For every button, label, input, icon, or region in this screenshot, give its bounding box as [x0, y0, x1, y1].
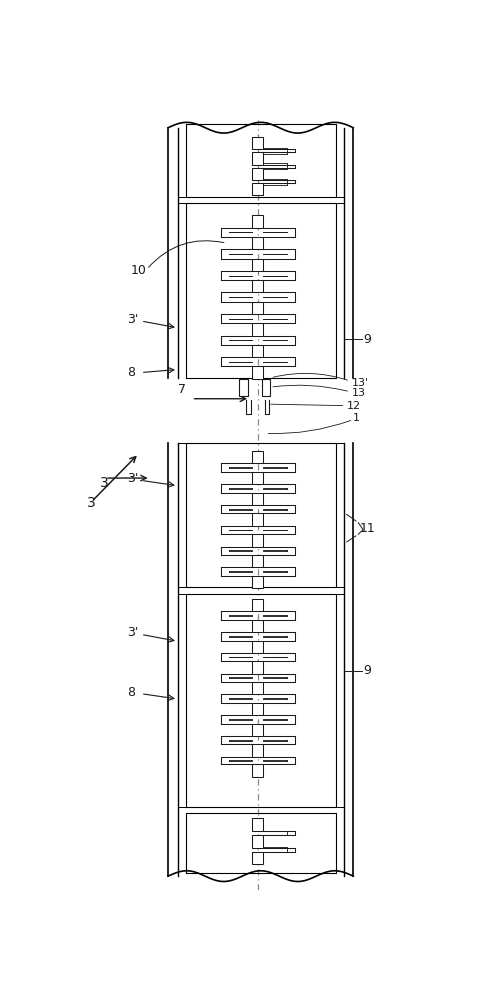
Bar	[253, 323, 263, 336]
Bar	[253, 513, 263, 526]
Bar	[253, 259, 263, 271]
Bar	[253, 366, 263, 379]
Text: 9: 9	[363, 664, 371, 677]
Bar	[253, 168, 263, 180]
Text: 7: 7	[178, 383, 186, 396]
Bar	[253, 152, 263, 165]
Bar	[253, 183, 263, 195]
Bar	[253, 764, 263, 777]
Bar	[253, 852, 263, 864]
Bar	[253, 599, 263, 611]
Text: 10: 10	[131, 264, 147, 277]
Bar	[253, 215, 263, 228]
Bar	[253, 237, 263, 249]
Text: 1: 1	[353, 413, 360, 423]
Bar	[253, 451, 263, 463]
Bar	[253, 835, 263, 848]
Bar	[253, 703, 263, 715]
Bar	[253, 280, 263, 292]
Text: 9: 9	[363, 333, 371, 346]
Bar	[253, 302, 263, 314]
Bar	[239, 379, 247, 396]
Bar	[253, 472, 263, 484]
Bar	[253, 345, 263, 357]
Text: 12: 12	[347, 401, 361, 411]
Bar	[253, 493, 263, 505]
Bar	[253, 137, 263, 149]
Text: 3': 3'	[127, 313, 138, 326]
Text: 3: 3	[87, 496, 96, 510]
Bar	[253, 682, 263, 694]
Bar	[253, 534, 263, 547]
Bar	[253, 724, 263, 736]
Bar	[253, 576, 263, 588]
Text: 13: 13	[351, 388, 365, 398]
Text: 3: 3	[100, 476, 109, 490]
Bar	[262, 379, 270, 396]
Text: 13': 13'	[351, 378, 369, 388]
Text: 3': 3'	[127, 472, 138, 485]
Bar	[253, 555, 263, 567]
Bar	[253, 818, 263, 831]
Text: 3': 3'	[127, 626, 138, 639]
Bar	[253, 641, 263, 653]
Bar	[253, 661, 263, 674]
Text: 8: 8	[127, 366, 135, 379]
Bar	[253, 744, 263, 757]
Text: 11: 11	[360, 522, 376, 535]
Bar	[253, 620, 263, 632]
Text: 8: 8	[127, 686, 135, 699]
